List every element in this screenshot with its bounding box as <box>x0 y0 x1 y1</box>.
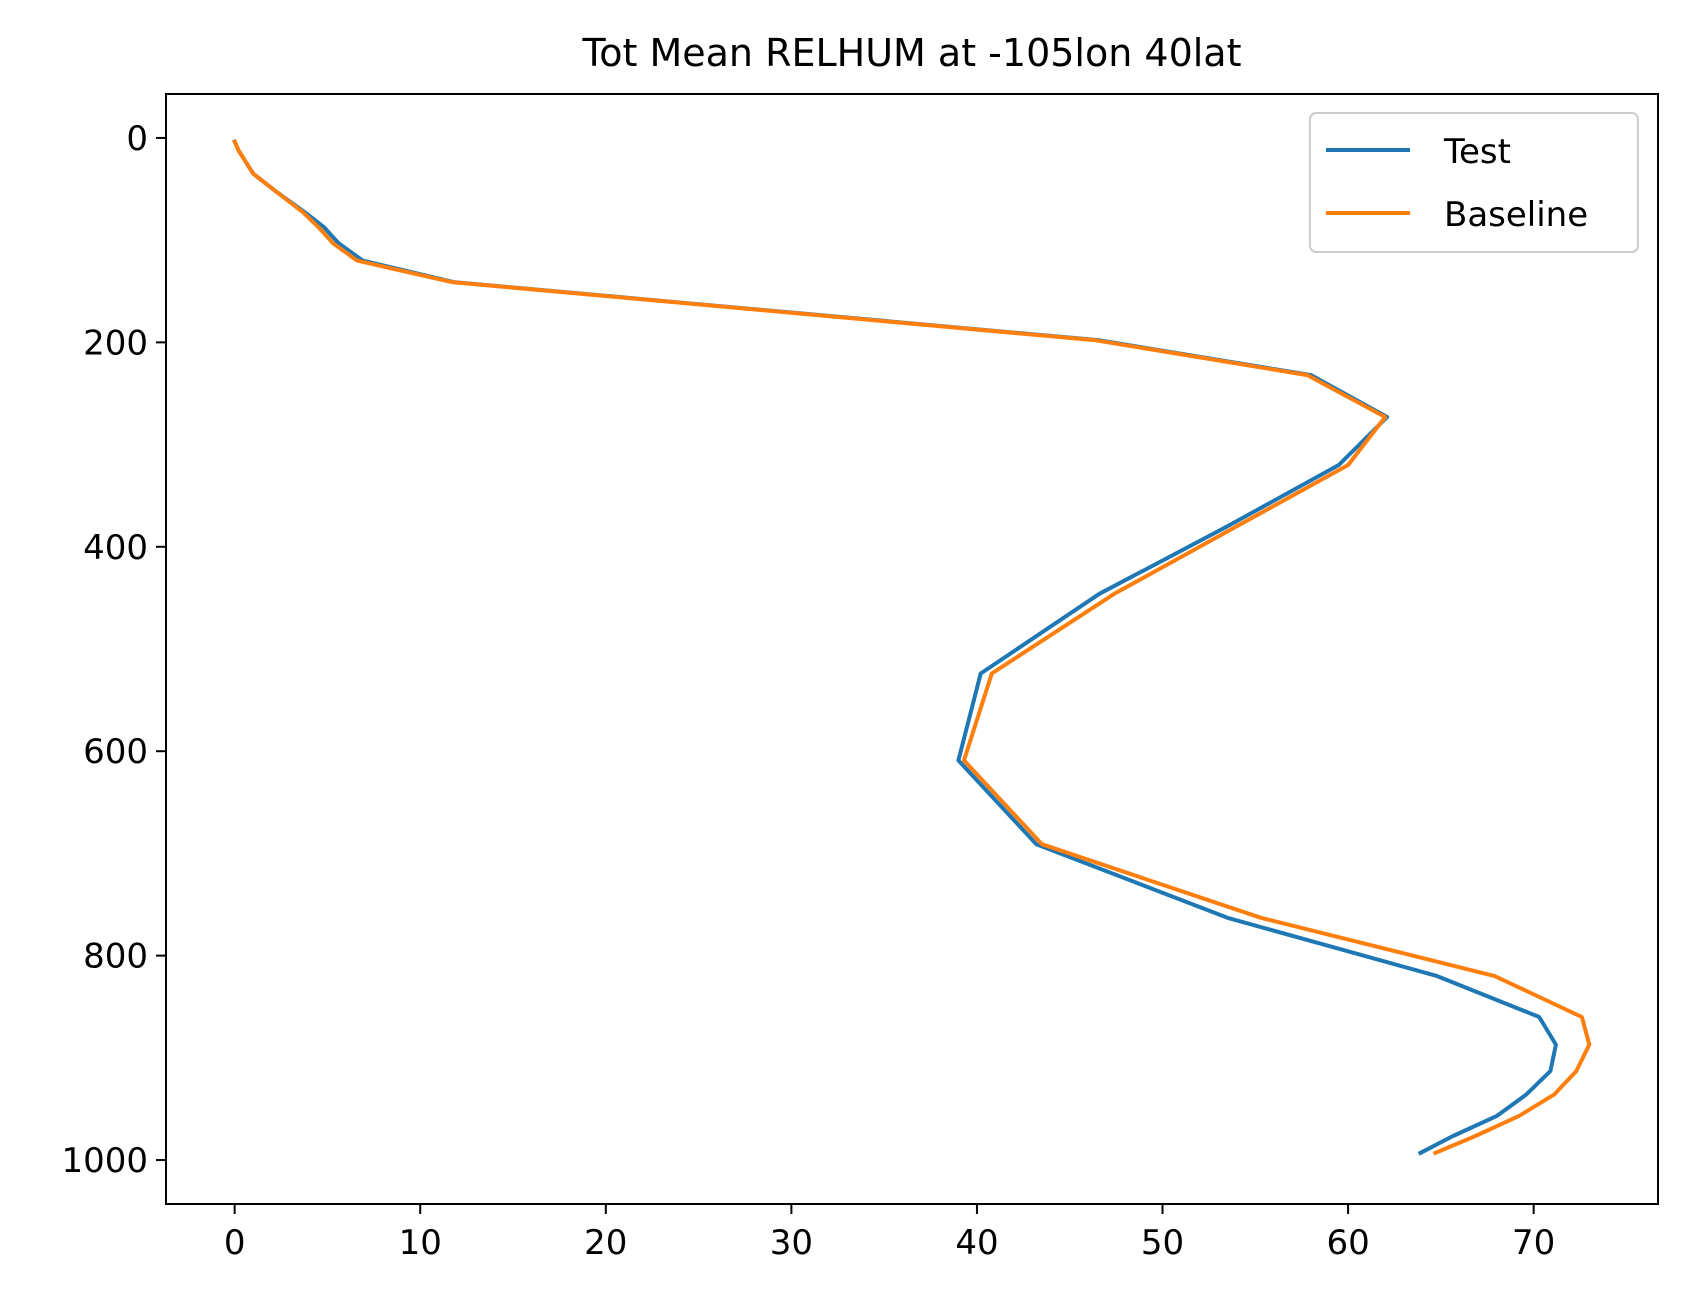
x-tick-label: 30 <box>770 1223 813 1263</box>
y-axis: 0 200 400 600 800 1000 <box>61 119 166 1181</box>
series-line-baseline <box>232 138 1592 1156</box>
series-layer <box>232 138 1592 1156</box>
legend-frame <box>1309 112 1639 253</box>
plot-area-frame <box>165 93 1659 1205</box>
x-tick-label: 70 <box>1512 1223 1555 1263</box>
legend-label-baseline: Baseline <box>1444 195 1588 235</box>
y-tick-label: 400 <box>83 528 148 568</box>
y-tick-label: 600 <box>83 732 148 772</box>
x-tick-label: 50 <box>1141 1223 1184 1263</box>
x-tick-label: 10 <box>399 1223 442 1263</box>
legend-label-test: Test <box>1443 132 1511 172</box>
x-tick-label: 0 <box>224 1223 246 1263</box>
x-tick-label: 60 <box>1326 1223 1369 1263</box>
y-tick-label: 200 <box>83 323 148 363</box>
series-line-test <box>232 138 1558 1156</box>
x-axis: 0 10 20 30 40 50 60 70 <box>224 1204 1555 1263</box>
y-tick-label: 800 <box>83 937 148 977</box>
legend: Test Baseline <box>1309 112 1639 253</box>
y-tick-label: 0 <box>126 119 148 159</box>
chart-title: Tot Mean RELHUM at -105lon 40lat <box>581 31 1241 75</box>
y-tick-label: 1000 <box>61 1141 148 1181</box>
x-tick-label: 20 <box>584 1223 627 1263</box>
x-tick-label: 40 <box>955 1223 998 1263</box>
